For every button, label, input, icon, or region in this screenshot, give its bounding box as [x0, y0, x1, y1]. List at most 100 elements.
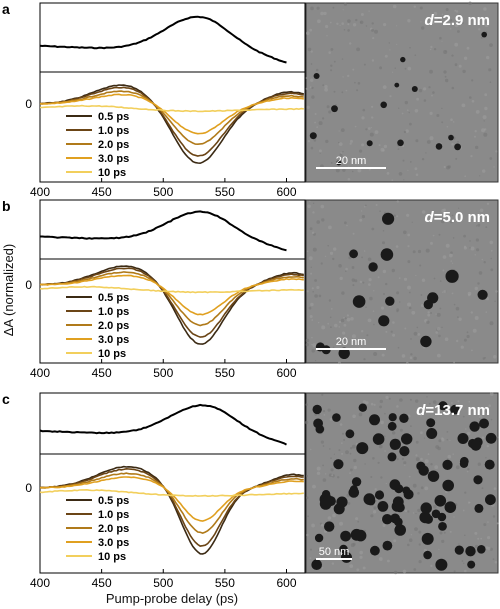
nanoparticle	[309, 132, 317, 140]
nanoparticle	[435, 558, 448, 571]
absorbance-frame	[39, 392, 306, 455]
nanoparticle	[336, 160, 342, 166]
nanoparticle	[467, 560, 476, 569]
nanoparticle	[366, 140, 373, 147]
nanoparticle	[356, 442, 369, 455]
y-axis-label: ΔA (normalized)	[1, 244, 16, 337]
series-line-2	[39, 472, 304, 534]
nanoparticle	[442, 479, 455, 492]
nanoparticle	[444, 501, 457, 513]
nanoparticle	[431, 509, 441, 519]
nanoparticle	[348, 487, 360, 498]
legend-entry: 1.0 ps	[98, 509, 129, 521]
nanoparticle	[401, 433, 413, 445]
series-line-4	[39, 104, 304, 113]
nanoparticle	[438, 401, 448, 411]
panel-c: c 0 0.5 ps 1.0 ps 2.0 ps 3.0 ps 10 ps 400 450 500…	[2, 391, 499, 590]
nanoparticle	[340, 530, 351, 542]
nanoparticle	[312, 404, 322, 415]
nanoparticle	[427, 470, 440, 482]
nanoparticle	[363, 493, 376, 505]
legend-entry: 2.0 ps	[98, 320, 129, 332]
nanoparticle	[349, 249, 358, 259]
nanoparticle	[387, 421, 397, 431]
tem-image: d=13.7 nm 50 nm	[304, 392, 499, 575]
nanoparticle	[435, 143, 443, 150]
series-line-3	[39, 476, 304, 522]
diameter-label: d=5.0 nm	[425, 209, 490, 226]
panel-letter: a	[2, 1, 10, 17]
x-tick-label: 500	[153, 366, 173, 380]
absorbance-line	[39, 403, 287, 446]
nanoparticle	[470, 439, 482, 451]
nanoparticle	[485, 494, 496, 506]
nanoparticle	[390, 440, 400, 450]
nanoparticle	[388, 413, 397, 422]
nanoparticle	[438, 522, 447, 531]
nanoparticle	[338, 347, 350, 359]
nanoparticle	[477, 545, 486, 554]
nanoparticle	[311, 559, 323, 570]
panel-letter: b	[2, 198, 11, 214]
nanoparticle	[352, 295, 366, 308]
legend-entry: 3.0 ps	[98, 153, 129, 165]
nanoparticle	[389, 479, 401, 491]
nanoparticle	[392, 496, 404, 508]
absorbance-frame	[39, 199, 306, 260]
nanoparticle	[420, 335, 432, 348]
legend-entry: 0.5 ps	[98, 495, 129, 507]
x-tick-label: 550	[215, 366, 235, 380]
x-tick-label: 450	[92, 366, 112, 380]
scale-bar-label: 50 nm	[319, 546, 350, 558]
legend-entry: 2.0 ps	[98, 523, 129, 535]
x-tick-label: 600	[276, 185, 296, 199]
series-line-4	[39, 285, 304, 294]
legend-entry: 1.0 ps	[98, 306, 129, 318]
legend-entry: 3.0 ps	[98, 537, 129, 549]
nanoparticle	[411, 86, 418, 92]
tem-background	[305, 392, 499, 574]
x-tick-label: 600	[276, 366, 296, 380]
nanoparticle	[397, 139, 404, 147]
nanoparticle	[390, 513, 400, 524]
transient-frame	[39, 258, 306, 364]
series-line-3	[39, 93, 304, 135]
scale-bar-label: 20 nm	[336, 155, 367, 167]
tem-background	[305, 199, 499, 364]
nanoparticle	[474, 503, 484, 513]
nanoparticle	[382, 514, 393, 525]
nanoparticle	[426, 428, 438, 439]
y-tick-label: 0	[25, 278, 32, 292]
nanoparticle	[485, 432, 497, 444]
nanoparticle	[479, 418, 489, 429]
y-tick-label: 0	[25, 97, 32, 111]
nanoparticle	[434, 495, 447, 507]
nanoparticle	[450, 404, 460, 415]
nanoparticle	[377, 501, 389, 512]
transient-frame	[39, 71, 306, 183]
nanoparticle	[380, 101, 388, 109]
x-tick-label: 500	[153, 576, 173, 590]
nanoparticle	[370, 545, 380, 556]
nanoparticle	[399, 446, 410, 457]
nanoparticle	[484, 459, 495, 470]
diameter-label: d=2.9 nm	[425, 12, 490, 29]
nanoparticle	[336, 496, 348, 508]
nanoparticle	[454, 545, 464, 555]
nanoparticle	[350, 528, 363, 541]
nanoparticle	[374, 490, 385, 500]
y-tick-label: 0	[25, 481, 32, 495]
nanoparticle	[351, 477, 362, 487]
nanoparticle	[378, 315, 390, 327]
nanoparticle	[473, 475, 483, 485]
nanoparticle	[465, 546, 476, 557]
nanoparticle	[324, 521, 335, 532]
nanoparticle	[420, 502, 432, 514]
nanoparticle	[394, 524, 407, 536]
nanoparticle	[481, 31, 488, 38]
x-tick-label: 550	[215, 185, 235, 199]
nanoparticle	[332, 413, 341, 422]
nanoparticle	[313, 73, 320, 79]
x-tick-label: 400	[30, 366, 50, 380]
